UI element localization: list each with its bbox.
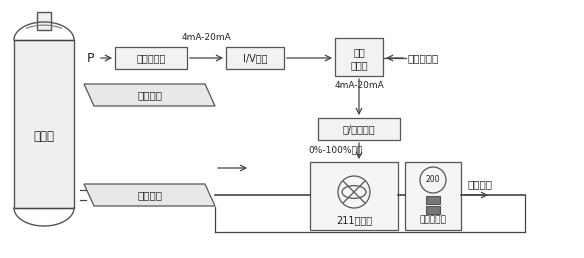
Text: 压力变送器: 压力变送器 <box>136 53 166 63</box>
Text: 控制器: 控制器 <box>350 60 368 70</box>
Text: 4mA-20mA: 4mA-20mA <box>334 82 384 91</box>
Text: 压力设定值: 压力设定值 <box>408 53 439 63</box>
Bar <box>14 40 74 208</box>
Text: 0%-100%开度: 0%-100%开度 <box>308 146 362 155</box>
Text: 211气动阀: 211气动阀 <box>336 215 372 225</box>
Bar <box>426 196 440 204</box>
Text: P: P <box>87 52 95 64</box>
Bar <box>318 118 400 140</box>
Text: 智能: 智能 <box>353 47 365 57</box>
Text: I/V转换: I/V转换 <box>243 53 267 63</box>
Text: 4mA-20mA: 4mA-20mA <box>182 33 231 42</box>
Bar <box>226 47 284 69</box>
Text: 电/气转换器: 电/气转换器 <box>343 124 376 134</box>
Bar <box>335 38 383 76</box>
Polygon shape <box>84 184 215 206</box>
Bar <box>310 162 398 230</box>
Bar <box>405 162 461 230</box>
Polygon shape <box>84 84 215 106</box>
Bar <box>115 47 187 69</box>
Text: 入口母管: 入口母管 <box>137 90 162 100</box>
Text: 去除气器: 去除气器 <box>467 179 492 189</box>
Text: 出口母管: 出口母管 <box>137 190 162 200</box>
Text: 反应堆: 反应堆 <box>33 130 54 142</box>
Text: 除气流量计: 除气流量计 <box>419 215 446 224</box>
Bar <box>426 206 440 214</box>
Text: 200: 200 <box>426 175 440 184</box>
Bar <box>37 12 51 30</box>
